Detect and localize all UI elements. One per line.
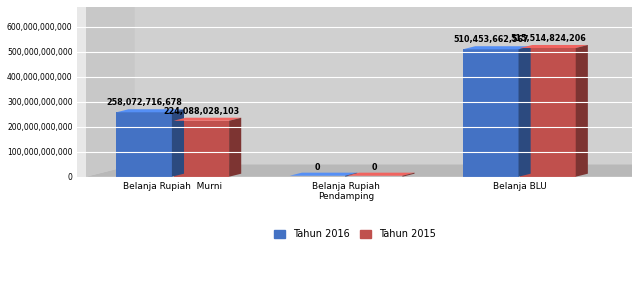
Polygon shape — [174, 118, 241, 121]
Text: 510,453,662,567: 510,453,662,567 — [453, 35, 528, 44]
Bar — [520, 48, 576, 177]
Polygon shape — [520, 45, 588, 48]
Polygon shape — [86, 164, 639, 177]
Polygon shape — [576, 45, 588, 177]
Bar — [116, 112, 172, 177]
Text: 258,072,716,678: 258,072,716,678 — [106, 98, 182, 107]
Polygon shape — [116, 109, 184, 112]
Polygon shape — [518, 46, 530, 177]
Polygon shape — [463, 46, 530, 49]
Text: 0: 0 — [372, 163, 378, 172]
Polygon shape — [86, 0, 135, 177]
Legend: Tahun 2016, Tahun 2015: Tahun 2016, Tahun 2015 — [270, 225, 440, 243]
Text: 515,514,824,206: 515,514,824,206 — [510, 34, 586, 43]
Bar — [463, 49, 518, 177]
Text: 224,088,028,103: 224,088,028,103 — [164, 107, 240, 116]
Polygon shape — [289, 173, 357, 176]
Bar — [174, 121, 229, 177]
Polygon shape — [403, 173, 415, 177]
Polygon shape — [347, 173, 415, 176]
Polygon shape — [345, 173, 357, 177]
Text: 0: 0 — [315, 163, 320, 172]
Polygon shape — [229, 118, 241, 177]
Polygon shape — [172, 109, 184, 177]
